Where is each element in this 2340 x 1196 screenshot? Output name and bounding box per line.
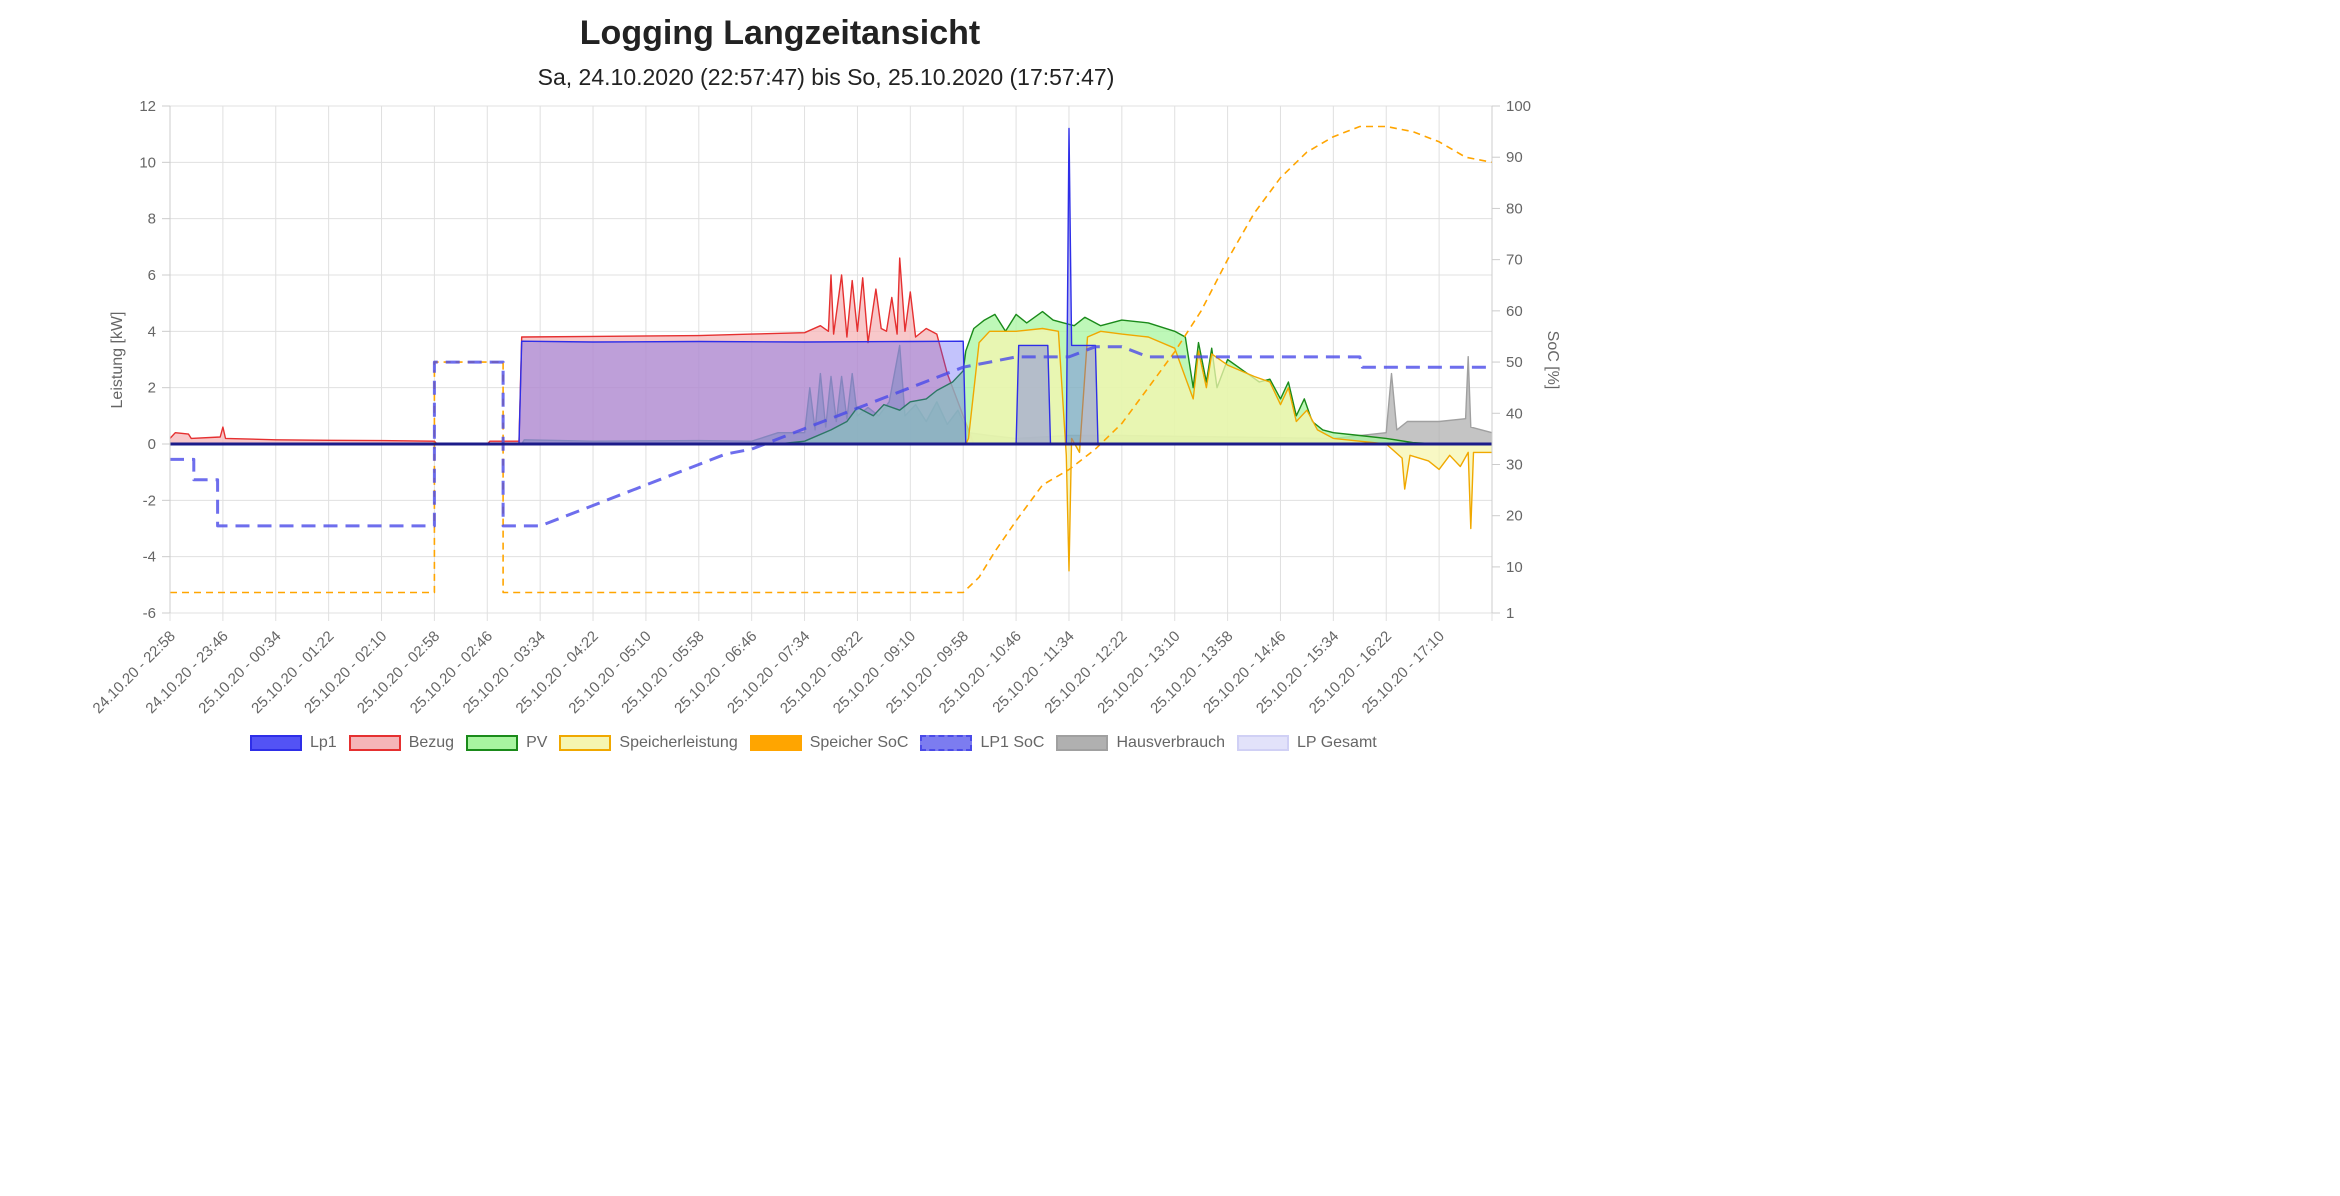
y2-tick-label: 10 xyxy=(1506,559,1523,576)
series-area-hausverbrauch xyxy=(170,345,1492,444)
y-tick-label: 6 xyxy=(148,267,156,284)
series-area-bezug xyxy=(170,258,1492,444)
y-tick-label: -6 xyxy=(143,605,156,622)
series-line-lp1-soc xyxy=(170,345,1492,528)
chart-series xyxy=(169,125,1493,594)
y2-tick-label: 20 xyxy=(1506,508,1523,525)
y2-tick-label: 60 xyxy=(1506,303,1523,320)
series-line-pv xyxy=(170,310,1492,445)
series-area-lp1 xyxy=(170,128,1492,444)
legend-swatch xyxy=(559,735,612,751)
legend-item-speicherleistung[interactable]: Speicherleistung xyxy=(559,734,738,752)
legend-label: Hausverbrauch xyxy=(1116,734,1225,751)
series-area-speicherleistung xyxy=(170,328,1492,571)
legend-item-lp1[interactable]: Lp1 xyxy=(250,734,337,752)
y2-tick-label: 80 xyxy=(1506,200,1523,217)
legend-label: Speicherleistung xyxy=(619,734,738,751)
legend-item-bezug[interactable]: Bezug xyxy=(348,734,455,752)
series-line-bezug xyxy=(169,257,1492,445)
legend-swatch xyxy=(749,735,802,751)
legend-label: PV xyxy=(526,734,548,751)
y2-axis-label: SoC [%] xyxy=(1544,331,1561,390)
legend-item-pv[interactable]: PV xyxy=(466,734,547,752)
y-tick-label: -2 xyxy=(143,492,156,509)
legend-swatch xyxy=(348,735,401,751)
legend-label: Bezug xyxy=(408,734,455,751)
legend-item-speicher-soc[interactable]: Speicher SoC xyxy=(749,734,909,752)
y2-tick-label: 100 xyxy=(1506,98,1531,115)
y2-tick-label: 40 xyxy=(1506,405,1523,422)
legend-swatch xyxy=(1056,735,1109,751)
y2-tick-label: 1 xyxy=(1506,605,1514,622)
y-axis-label: Leistung [kW] xyxy=(109,312,126,409)
legend-item-lp1-soc[interactable]: LP1 SoC xyxy=(920,734,1044,752)
series-line-speicherleistung xyxy=(170,327,1492,572)
legend-swatch xyxy=(920,735,973,751)
chart-title: Logging Langzeitansicht xyxy=(579,14,981,52)
legend-swatch xyxy=(1236,735,1289,751)
legend-item-hausverbrauch[interactable]: Hausverbrauch xyxy=(1056,734,1225,752)
y-tick-label: -4 xyxy=(143,549,156,566)
legend-swatch xyxy=(250,735,302,751)
y-tick-label: 4 xyxy=(148,323,156,340)
chart-subtitle: Sa, 24.10.2020 (22:57:47) bis So, 25.10.… xyxy=(537,64,1115,90)
legend-label: LP Gesamt xyxy=(1296,734,1377,751)
y2-tick-label: 70 xyxy=(1506,252,1523,269)
y2-tick-label: 50 xyxy=(1506,354,1523,371)
y-tick-label: 8 xyxy=(148,211,156,228)
legend-label: LP1 SoC xyxy=(980,734,1045,751)
y-tick-label: 2 xyxy=(148,380,156,397)
y2-tick-label: 30 xyxy=(1506,456,1523,473)
chart-legend: Lp1 Bezug PV Speicherleistung Speicher SoC LP… xyxy=(250,734,1389,752)
y-tick-label: 12 xyxy=(139,98,156,115)
series-line-hausverbrauch xyxy=(170,344,1493,445)
legend-label: Lp1 xyxy=(310,734,337,751)
y-tick-label: 0 xyxy=(148,436,156,453)
legend-item-lp-gesamt[interactable]: LP Gesamt xyxy=(1236,734,1377,752)
legend-swatch xyxy=(466,735,519,751)
y-tick-label: 10 xyxy=(139,154,156,171)
legend-label: Speicher SoC xyxy=(809,734,909,751)
y2-tick-label: 90 xyxy=(1506,149,1523,166)
